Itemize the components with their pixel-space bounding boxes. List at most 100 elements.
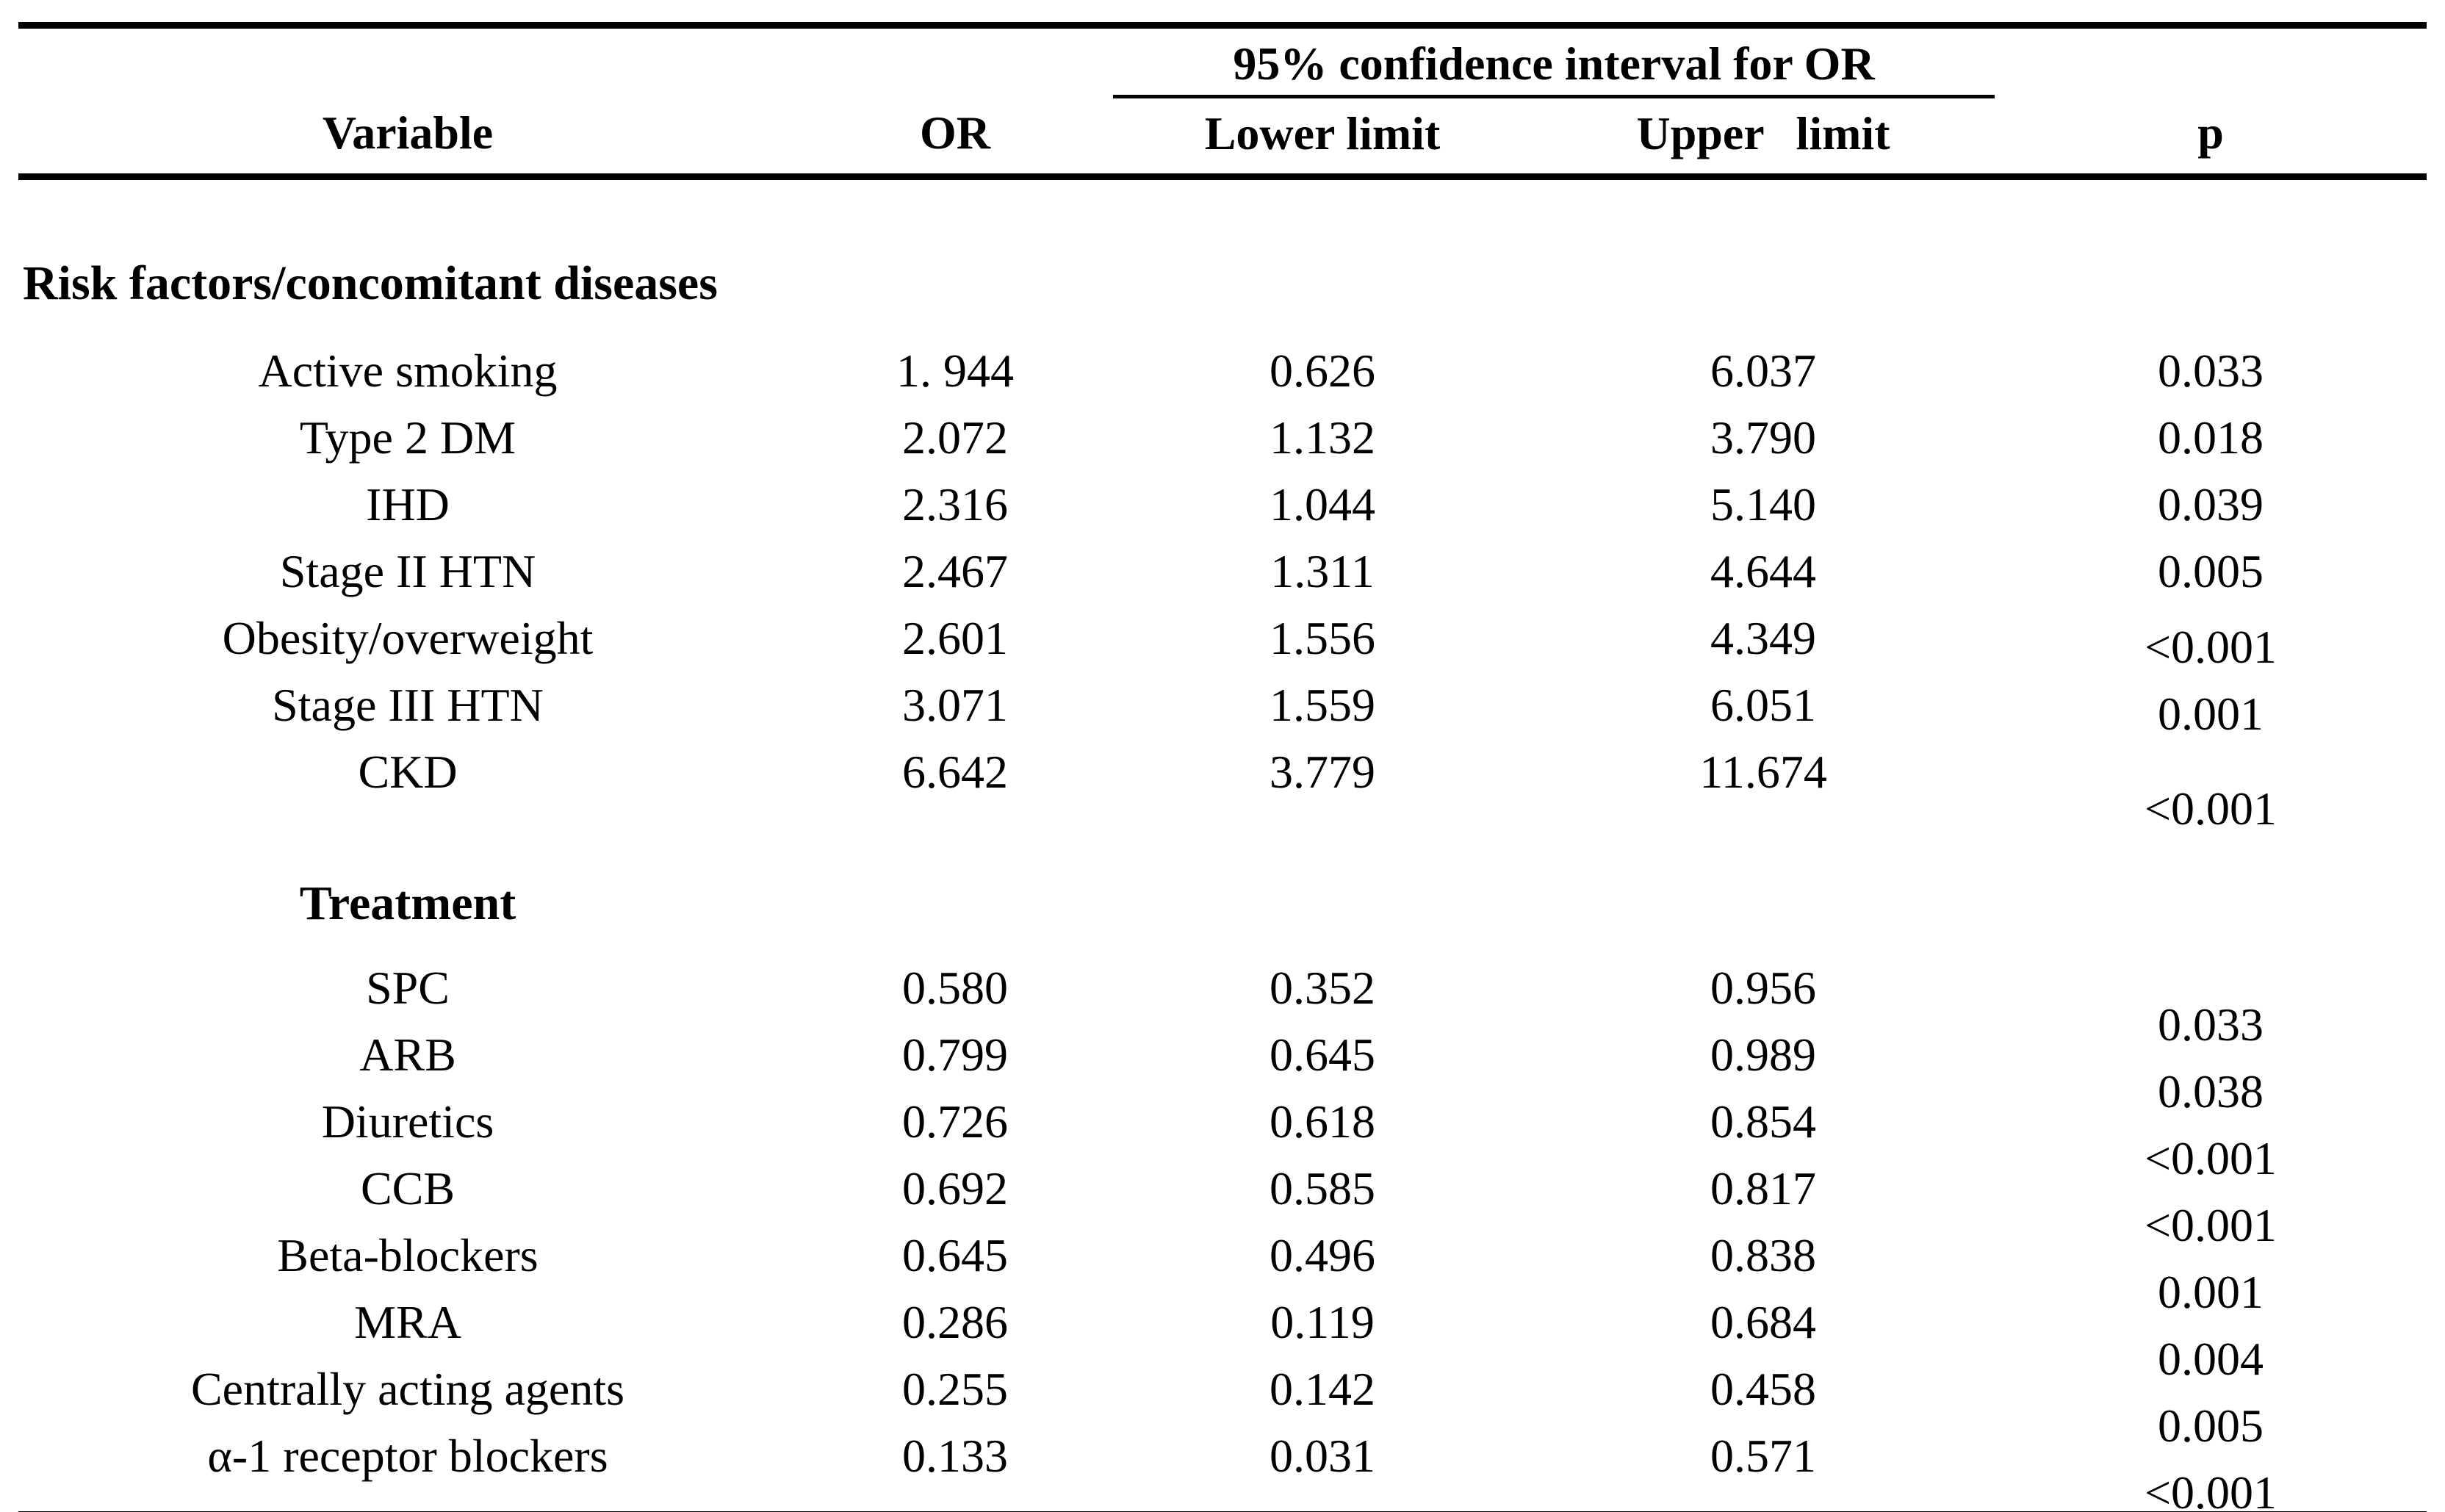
p-value: 0.005: [2158, 544, 2264, 597]
variable-cell: Stage III HTN: [272, 678, 544, 731]
table-row: Stage III HTN 3.071 1.559 6.051 0.001: [18, 672, 2427, 738]
variable-cell: MRA: [354, 1295, 461, 1348]
p-value: 0.005: [2158, 1399, 2264, 1452]
p-cell: 0.004: [1995, 1289, 2427, 1382]
variable-cell: Type 2 DM: [299, 411, 516, 464]
lower-cell: 0.618: [1270, 1095, 1375, 1148]
header-spacer: [18, 26, 1113, 97]
p-value: <0.001: [2144, 620, 2277, 673]
upper-cell: 11.674: [1699, 745, 1827, 798]
lower-cell: 0.142: [1270, 1362, 1375, 1415]
variable-cell: Diuretics: [321, 1095, 494, 1148]
variable-cell: Centrally acting agents: [190, 1362, 625, 1415]
p-cell: 0.005: [1995, 538, 2427, 605]
variable-cell: CCB: [360, 1162, 455, 1214]
table-row: CKD 6.642 3.779 11.674 <0.001: [18, 738, 2427, 832]
p-value: 0.038: [2158, 1065, 2264, 1117]
upper-cell: 5.140: [1710, 478, 1816, 530]
table-row: Centrally acting agents 0.255 0.142 0.45…: [18, 1356, 2427, 1449]
p-cell: 0.005: [1995, 1356, 2427, 1449]
or-cell: 0.799: [902, 1028, 1008, 1081]
variable-cell: CKD: [358, 745, 458, 798]
or-cell: 1. 944: [896, 344, 1014, 397]
section-heading-treatment: Treatment: [299, 876, 516, 930]
p-value: 0.039: [2158, 478, 2264, 530]
lower-cell: 1.559: [1270, 678, 1375, 731]
p-value: 0.001: [2158, 687, 2264, 740]
p-cell: 0.033: [1995, 337, 2427, 404]
col-header-upper-limit: Upper limit: [1532, 96, 1995, 180]
p-value: 0.018: [2158, 411, 2264, 464]
ci-span-header: 95% confidence interval for OR: [1113, 25, 1995, 98]
or-cell: 0.692: [902, 1162, 1008, 1214]
p-value: <0.001: [2144, 782, 2277, 835]
variable-cell: Stage II HTN: [279, 544, 536, 597]
odds-ratio-table: 95% confidence interval for OR Variable …: [18, 22, 2427, 1512]
or-cell: 2.072: [902, 411, 1008, 464]
p-value: 0.004: [2158, 1332, 2264, 1385]
upper-cell: 0.458: [1710, 1362, 1816, 1415]
col-header-variable: Variable: [18, 96, 797, 180]
p-value: 0.001: [2158, 1265, 2264, 1318]
table-row: CCB 0.692 0.585 0.817 <0.001: [18, 1155, 2427, 1248]
p-cell: <0.001: [1995, 1088, 2427, 1181]
table-row: Type 2 DM 2.072 1.132 3.790 0.018: [18, 404, 2427, 471]
or-cell: 0.133: [902, 1429, 1008, 1482]
or-cell: 0.726: [902, 1095, 1008, 1148]
lower-cell: 1.311: [1270, 544, 1375, 597]
variable-cell: SPC: [366, 961, 450, 1014]
p-value: <0.001: [2144, 1198, 2277, 1251]
col-header-lower-limit: Lower limit: [1113, 96, 1532, 180]
table-body: Risk factors/concomitant diseases Active…: [18, 177, 2427, 1512]
upper-cell: 0.571: [1710, 1429, 1816, 1482]
upper-cell: 6.037: [1710, 344, 1816, 397]
upper-cell: 4.644: [1710, 544, 1816, 597]
col-header-or: OR: [797, 96, 1113, 180]
lower-cell: 1.132: [1270, 411, 1375, 464]
header-spacer: [1995, 26, 2427, 97]
upper-cell: 3.790: [1710, 411, 1816, 464]
table-row: Obesity/overweight 2.601 1.556 4.349 <0.…: [18, 605, 2427, 672]
or-cell: 0.645: [902, 1228, 1008, 1281]
p-value: <0.001: [2144, 1131, 2277, 1184]
variable-cell: Obesity/overweight: [222, 611, 594, 664]
p-cell: <0.001: [1995, 738, 2427, 832]
table-row: ARB 0.799 0.645 0.989 0.038: [18, 1021, 2427, 1115]
p-value: 0.033: [2158, 998, 2264, 1051]
table-row: Diuretics 0.726 0.618 0.854 <0.001: [18, 1088, 2427, 1181]
upper-cell: 0.956: [1710, 961, 1816, 1014]
variable-cell: Active smoking: [258, 344, 558, 397]
variable-cell: IHD: [366, 478, 450, 530]
or-cell: 3.071: [902, 678, 1008, 731]
p-cell: 0.018: [1995, 404, 2427, 471]
lower-cell: 0.352: [1270, 961, 1375, 1014]
lower-cell: 1.556: [1270, 611, 1375, 664]
lower-cell: 0.119: [1270, 1295, 1375, 1348]
upper-cell: 0.817: [1710, 1162, 1816, 1214]
or-cell: 2.601: [902, 611, 1008, 664]
header-row-ci: 95% confidence interval for OR: [18, 25, 2427, 98]
p-cell: <0.001: [1995, 1422, 2427, 1512]
p-value: 0.033: [2158, 344, 2264, 397]
p-cell: 0.039: [1995, 471, 2427, 538]
lower-cell: 1.044: [1270, 478, 1375, 530]
table-row: Active smoking 1. 944 0.626 6.037 0.033: [18, 337, 2427, 404]
p-cell: 0.038: [1995, 1021, 2427, 1115]
lower-cell: 0.585: [1270, 1162, 1375, 1214]
section-row: Risk factors/concomitant diseases: [18, 177, 2427, 338]
or-cell: 6.642: [902, 745, 1008, 798]
upper-cell: 0.838: [1710, 1228, 1816, 1281]
or-cell: 0.286: [902, 1295, 1008, 1348]
upper-cell: 6.051: [1710, 678, 1816, 731]
or-cell: 2.316: [902, 478, 1008, 530]
section-heading-risk-factors: Risk factors/concomitant diseases: [23, 256, 718, 310]
lower-cell: 0.645: [1270, 1028, 1375, 1081]
section-row: Treatment: [18, 805, 2427, 954]
or-cell: 0.255: [902, 1362, 1008, 1415]
table-row: IHD 2.316 1.044 5.140 0.039: [18, 471, 2427, 538]
variable-cell: α-1 receptor blockers: [207, 1429, 608, 1482]
variable-cell: Beta-blockers: [277, 1228, 539, 1281]
lower-cell: 0.626: [1270, 344, 1375, 397]
p-cell: 0.001: [1995, 1222, 2427, 1315]
